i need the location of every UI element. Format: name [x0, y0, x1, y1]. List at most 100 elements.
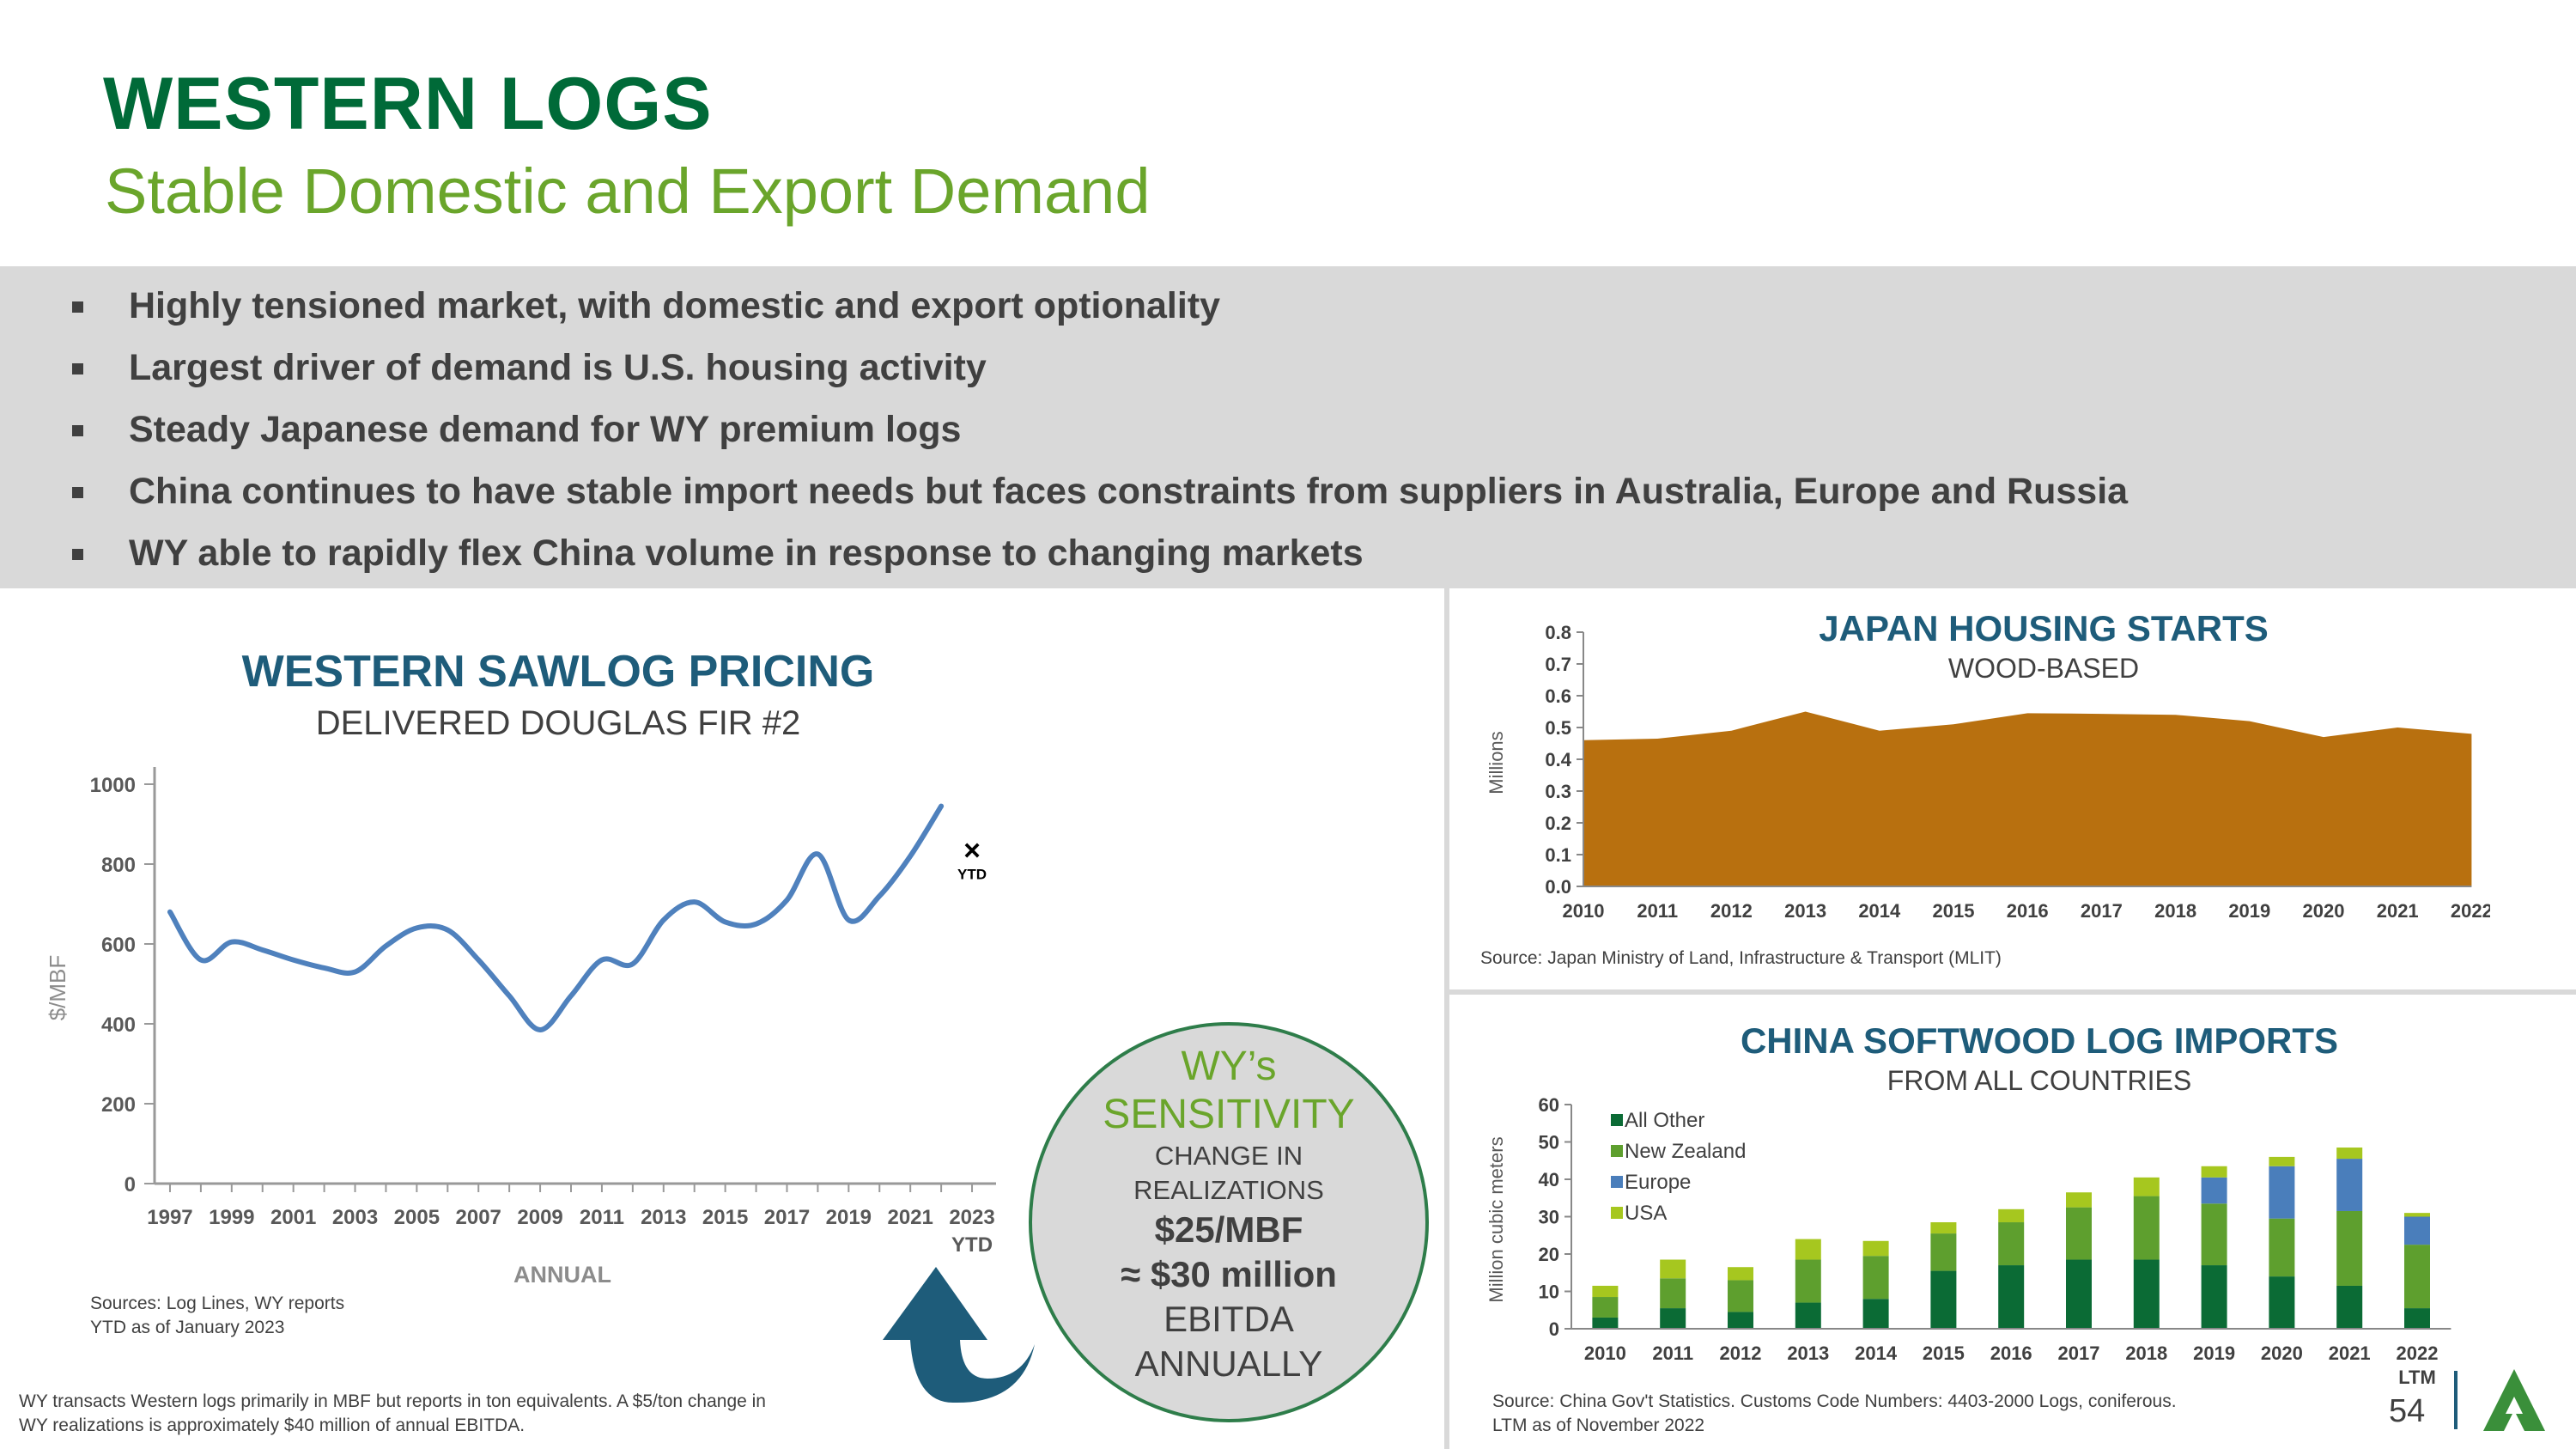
sensitivity-line6: ≈ $30 million	[1121, 1254, 1337, 1294]
bullet-item: Highly tensioned market, with domestic a…	[0, 275, 2576, 337]
japan-x-tick-label: 2012	[1710, 900, 1753, 922]
china-bar-segment	[1862, 1256, 1889, 1300]
bullet-item: Largest driver of demand is U.S. housing…	[0, 337, 2576, 399]
sawlog-x-tick-label: 2015	[702, 1206, 748, 1229]
china-bar-segment	[1862, 1240, 1889, 1257]
sensitivity-line5: $25/MBF	[1154, 1209, 1303, 1250]
japan-x-tick-label: 2011	[1637, 900, 1678, 922]
china-bar-segment	[1660, 1308, 1686, 1329]
bullet-square-icon	[72, 487, 83, 498]
sawlog-y-tick-label: 200	[101, 1093, 136, 1117]
page-number: 54	[2389, 1393, 2426, 1429]
sawlog-x-tick-label: 2007	[456, 1206, 501, 1229]
japan-y-tick-label: 0.8	[1545, 622, 1571, 643]
china-legend-swatch	[1611, 1207, 1623, 1219]
china-x-tick-label: 2020	[2261, 1342, 2303, 1364]
horizontal-divider	[1449, 989, 2576, 995]
bullet-text: Largest driver of demand is U.S. housing…	[129, 347, 987, 388]
japan-x-tick-label: 2015	[1933, 900, 1975, 922]
bullet-text: WY able to rapidly flex China volume in …	[129, 533, 1364, 574]
japan-y-tick-label: 0.6	[1545, 685, 1571, 707]
china-x-tick-label: 2019	[2193, 1342, 2235, 1364]
china-x-tick-sublabel: LTM	[2398, 1367, 2436, 1388]
sensitivity-line8: ANNUALLY	[1134, 1343, 1323, 1384]
china-x-tick-label: 2022	[2397, 1342, 2439, 1364]
sawlog-x-tick-label: 1997	[147, 1206, 192, 1229]
sensitivity-line2: SENSITIVITY	[1103, 1092, 1355, 1137]
vertical-divider	[1444, 588, 1449, 1449]
sawlog-footnote-line1: WY transacts Western logs primarily in M…	[19, 1391, 766, 1411]
page-subtitle: Stable Domestic and Export Demand	[105, 155, 1151, 227]
china-bar-segment	[2336, 1148, 2363, 1160]
sensitivity-line4: REALIZATIONS	[1133, 1175, 1324, 1205]
china-bar-segment	[1728, 1312, 1753, 1329]
china-legend-swatch	[1611, 1145, 1623, 1157]
japan-x-tick-label: 2016	[2007, 900, 2049, 922]
sensitivity-line7: EBITDA	[1163, 1299, 1294, 1339]
japan-y-tick-label: 0.4	[1545, 749, 1571, 770]
china-bar-segment	[2066, 1207, 2092, 1260]
china-bar-segment	[2404, 1216, 2430, 1245]
china-x-tick-label: 2010	[1584, 1342, 1626, 1364]
china-y-tick-label: 20	[1539, 1244, 1559, 1265]
japan-x-tick-label: 2013	[1784, 900, 1826, 922]
ytd-label: YTD	[957, 867, 987, 883]
sawlog-ytd-note: YTD as of January 2023	[90, 1318, 285, 1337]
japan-y-tick-label: 0.2	[1545, 813, 1571, 834]
china-source-line1: Source: China Gov't Statistics. Customs …	[1492, 1391, 2177, 1411]
china-bar-segment	[1795, 1259, 1821, 1303]
sawlog-y-tick-label: 1000	[90, 774, 136, 797]
company-logo-icon	[2483, 1369, 2545, 1431]
japan-x-tick-label: 2010	[1563, 900, 1605, 922]
china-x-tick-label: 2011	[1652, 1342, 1693, 1364]
sensitivity-circle: WY’s SENSITIVITY CHANGE IN REALIZATIONS …	[1029, 1022, 1429, 1422]
japan-x-tick-label: 2022	[2451, 900, 2490, 922]
bullet-text: Highly tensioned market, with domestic a…	[129, 285, 1221, 326]
sawlog-sources: Sources: Log Lines, WY reports	[90, 1294, 345, 1313]
japan-housing-chart: 0.0 0.1 0.2 0.3 0.4 0.5 0.6 0.7 0.8 2010 2011 2012 2…	[1485, 622, 2490, 922]
ytd-marker: ×	[963, 835, 981, 868]
china-bar-segment	[1795, 1239, 1821, 1260]
japan-x-tick-label: 2020	[2303, 900, 2345, 922]
china-bar-segment	[2066, 1259, 2092, 1329]
sawlog-x-tick-label: 2005	[394, 1206, 440, 1229]
china-y-tick-label: 10	[1539, 1282, 1559, 1303]
japan-chart-subtitle: WOOD-BASED	[1947, 653, 2140, 684]
bullet-square-icon	[72, 301, 83, 313]
china-source-line2: LTM as of November 2022	[1492, 1416, 1705, 1435]
china-legend-label: New Zealand	[1625, 1140, 1746, 1163]
china-bar-segment	[1660, 1259, 1686, 1279]
china-legend-swatch	[1611, 1176, 1623, 1188]
china-bar-segment	[2336, 1285, 2363, 1329]
bullet-item: China continues to have stable import ne…	[0, 460, 2576, 522]
sawlog-x-tick-label: 2017	[764, 1206, 810, 1229]
china-x-tick-label: 2018	[2125, 1342, 2167, 1364]
china-bar-segment	[1592, 1285, 1619, 1298]
china-legend-label: All Other	[1625, 1109, 1704, 1132]
japan-chart-title: JAPAN HOUSING STARTS	[1819, 608, 2269, 648]
china-bar-segment	[2066, 1192, 2092, 1208]
bullet-square-icon	[72, 549, 83, 560]
sawlog-y-axis-label: $/MBF	[45, 955, 70, 1021]
china-bar-segment	[2201, 1166, 2227, 1178]
china-bar-segment	[1592, 1317, 1619, 1329]
china-bar-segment	[2201, 1265, 2227, 1329]
sawlog-x-tick-label: 2009	[517, 1206, 562, 1229]
bullet-item: WY able to rapidly flex China volume in …	[0, 522, 2576, 584]
japan-housing-area	[1583, 711, 2472, 886]
sawlog-footnote-line2: WY realizations is approximately $40 mil…	[19, 1416, 526, 1435]
china-bar-segment	[1930, 1233, 1957, 1271]
sawlog-y-tick-label: 0	[125, 1173, 136, 1196]
china-x-tick-label: 2021	[2329, 1342, 2371, 1364]
japan-x-tick-label: 2019	[2228, 900, 2270, 922]
sawlog-pricing-chart: 0 200 400 600 800 1000 1997 1999 2001 2003 2005 200…	[45, 767, 996, 1288]
sawlog-x-tick-label: 2011	[580, 1206, 624, 1229]
japan-y-axis-label: Millions	[1485, 731, 1507, 794]
china-bar-segment	[1930, 1222, 1957, 1234]
bullet-text: Steady Japanese demand for WY premium lo…	[129, 409, 962, 450]
china-y-tick-label: 50	[1539, 1132, 1559, 1154]
sawlog-chart-subtitle: DELIVERED DOUGLAS FIR #2	[315, 704, 801, 742]
japan-y-tick-label: 0.5	[1545, 717, 1571, 739]
china-x-tick-label: 2012	[1720, 1342, 1762, 1364]
china-y-tick-label: 40	[1539, 1169, 1559, 1190]
